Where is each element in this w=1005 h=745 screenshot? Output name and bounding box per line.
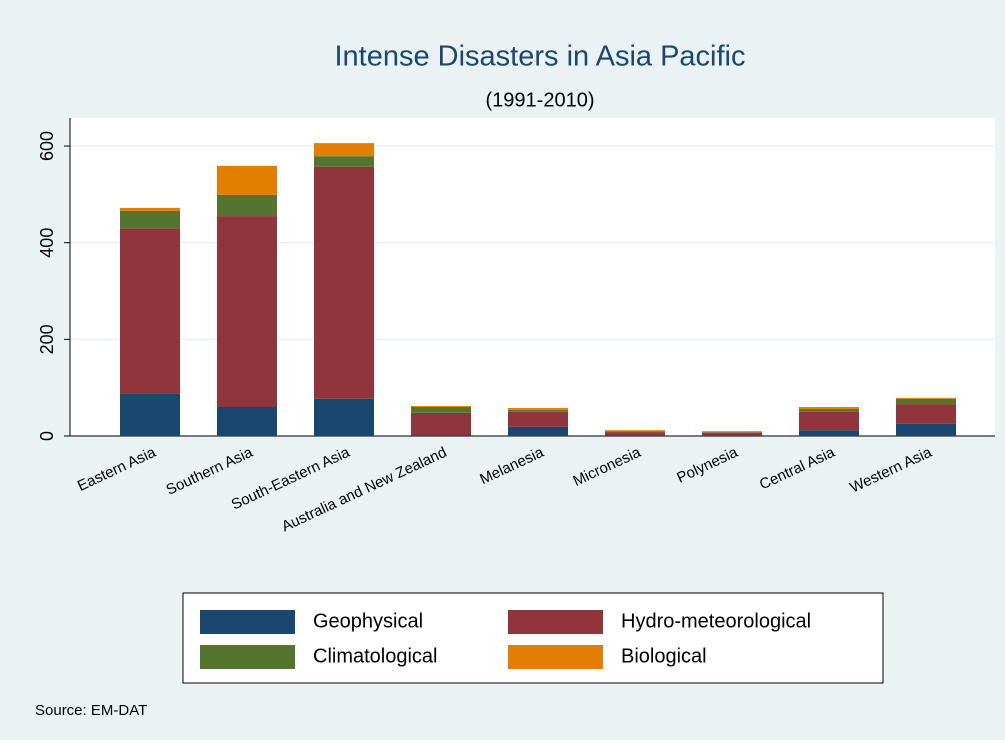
- bar-segment: [411, 435, 471, 436]
- bar-segment: [120, 394, 180, 436]
- bar-segment: [120, 208, 180, 211]
- legend-label: Climatological: [313, 645, 438, 667]
- legend-label: Hydro-meteorological: [621, 610, 811, 632]
- bar-segment: [702, 431, 762, 432]
- bar-segment: [411, 406, 471, 407]
- bar-segment: [799, 407, 859, 409]
- y-tick-label: 400: [37, 228, 57, 258]
- chart-subtitle: (1991-2010): [486, 89, 595, 111]
- legend-swatch: [200, 645, 295, 669]
- bar-segment: [896, 398, 956, 399]
- legend-swatch: [508, 610, 603, 634]
- bar-segment: [508, 410, 568, 412]
- bar-segment: [508, 427, 568, 436]
- bar-segment: [314, 156, 374, 167]
- bar-segment: [411, 407, 471, 413]
- legend-label: Geophysical: [313, 610, 423, 632]
- bar-segment: [217, 216, 277, 407]
- bar-segment: [605, 431, 665, 432]
- bar-segment: [896, 399, 956, 404]
- bar-segment: [120, 211, 180, 228]
- bar-segment: [314, 399, 374, 436]
- bar-segment: [799, 409, 859, 412]
- bar-segment: [411, 413, 471, 435]
- bar-segment: [799, 430, 859, 436]
- bar-segment: [217, 407, 277, 436]
- bar-segment: [217, 166, 277, 195]
- bar-segment: [896, 404, 956, 424]
- bar-segment: [702, 433, 762, 436]
- bar-segment: [217, 195, 277, 216]
- bar-segment: [605, 430, 665, 431]
- bar-segment: [799, 412, 859, 430]
- bar-segment: [314, 143, 374, 156]
- plot-area: [70, 118, 995, 436]
- chart-title: Intense Disasters in Asia Pacific: [334, 41, 745, 73]
- bar-segment: [120, 228, 180, 394]
- source-note: Source: EM-DAT: [35, 702, 147, 719]
- legend-box: [183, 593, 883, 683]
- y-tick-label: 600: [37, 131, 57, 161]
- bar-segment: [508, 408, 568, 410]
- bar-segment: [896, 424, 956, 436]
- bar-segment: [508, 412, 568, 427]
- bar-segment: [314, 167, 374, 399]
- legend-swatch: [200, 610, 295, 634]
- bar-segment: [605, 432, 665, 435]
- legend-swatch: [508, 645, 603, 669]
- legend-label: Biological: [621, 645, 707, 667]
- y-tick-label: 0: [37, 431, 57, 441]
- y-tick-label: 200: [37, 324, 57, 354]
